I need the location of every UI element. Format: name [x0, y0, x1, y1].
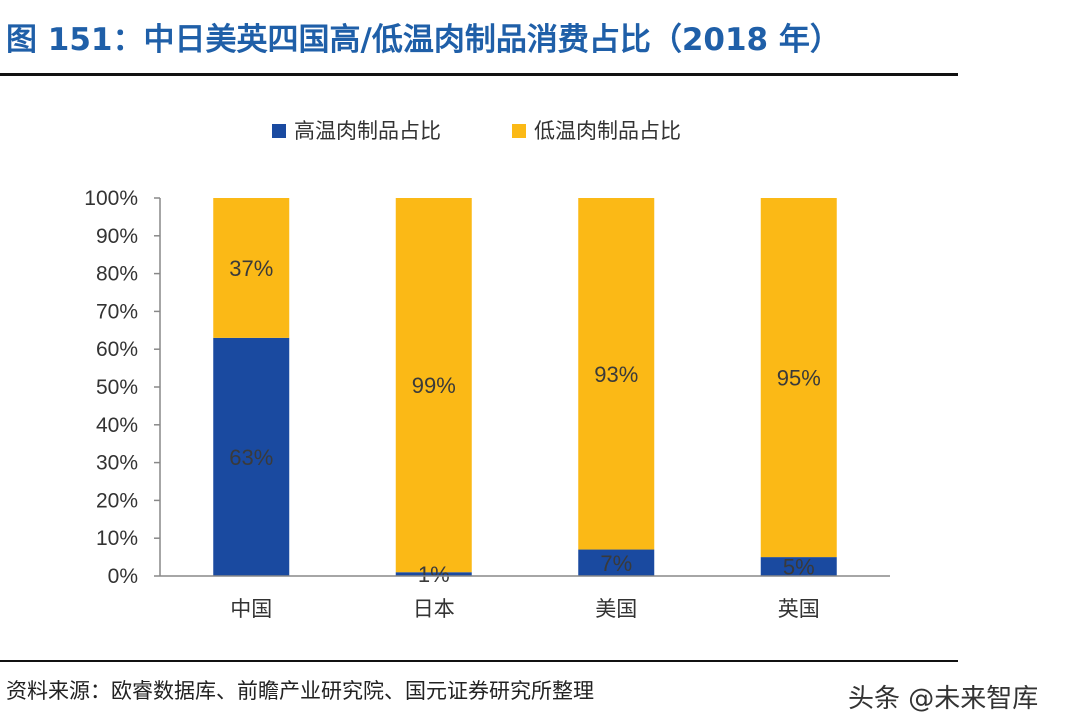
data-label: 1% [418, 562, 450, 587]
y-tick-label: 40% [96, 414, 138, 437]
bar-segment [213, 337, 290, 576]
watermark: 头条 @未来智库 [848, 684, 1039, 714]
bar-segment [760, 198, 837, 558]
x-tick-label: 中国 [230, 597, 272, 621]
data-label: 37% [229, 256, 273, 281]
y-tick-label: 20% [96, 489, 138, 512]
y-axis: 0% 10% 20% 30% 40% 50% 60% 70% 80% 90% 100% [84, 187, 161, 588]
y-tick-label: 100% [84, 187, 138, 210]
data-label: 7% [600, 551, 632, 576]
bar-segment [760, 557, 837, 576]
stacked-bar-chart: 高温肉制品占比 低温肉制品占比 0% 10% 20% 30% 40% 50% 60% 70% 80… [84, 119, 890, 621]
x-axis: 中国 日本 美国 英国 [160, 575, 890, 621]
x-tick-label: 美国 [595, 597, 637, 621]
data-label: 95% [777, 366, 821, 391]
x-tick-label: 英国 [778, 597, 820, 621]
bars: 63%37%1%99%7%93%5%95% [213, 198, 837, 587]
data-label: 93% [594, 362, 638, 387]
title-divider [0, 73, 958, 76]
legend-swatch [272, 124, 286, 138]
data-label: 63% [229, 445, 273, 470]
source-note: 资料来源：欧睿数据库、前瞻产业研究院、国元证券研究所整理 [6, 679, 594, 703]
y-tick-label: 0% [108, 565, 138, 588]
y-tick-label: 10% [96, 527, 138, 550]
legend-label: 高温肉制品占比 [294, 119, 441, 143]
y-tick-label: 70% [96, 300, 138, 323]
bar-segment [395, 198, 472, 573]
figure-title: 图 151：中日美英四国高/低温肉制品消费占比（2018 年） [6, 22, 841, 58]
bar-segment [395, 572, 472, 576]
data-label: 99% [412, 373, 456, 398]
bar-segment [578, 198, 655, 550]
x-tick-label: 日本 [413, 597, 455, 621]
footer-divider [0, 660, 958, 662]
y-tick-label: 50% [96, 376, 138, 399]
y-tick-label: 30% [96, 452, 138, 475]
legend-label: 低温肉制品占比 [534, 119, 681, 143]
legend-swatch [512, 124, 526, 138]
legend: 高温肉制品占比 低温肉制品占比 [272, 119, 681, 143]
y-tick-label: 80% [96, 263, 138, 286]
bar-segment [213, 198, 290, 338]
y-tick-label: 90% [96, 225, 138, 248]
y-tick-label: 60% [96, 338, 138, 361]
bar-segment [578, 549, 655, 576]
